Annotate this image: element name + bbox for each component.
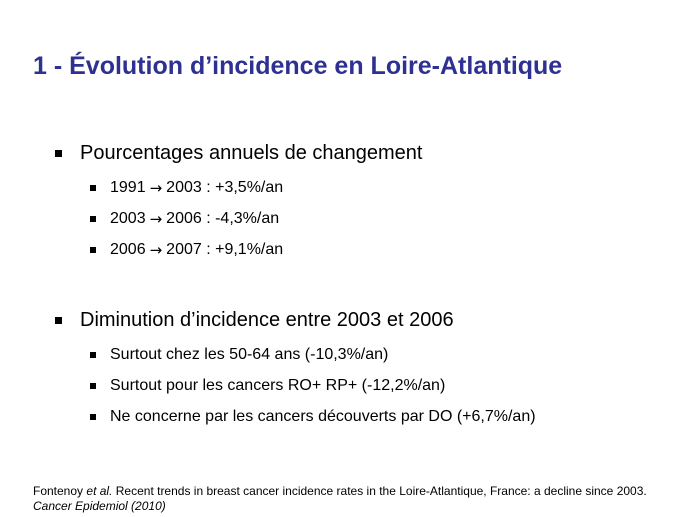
square-bullet-icon (90, 413, 96, 420)
arrow-right-icon: → (149, 209, 163, 228)
slide-title: 1 - Évolution d’incidence en Loire-Atlan… (33, 52, 563, 80)
section-incidence-decrease: Diminution d’incidence entre 2003 et 200… (55, 305, 536, 432)
list-item: Surtout chez les 50-64 ans (-10,3%/an) (90, 339, 536, 370)
list-item: 1991 → 2003 : +3,5%/an (90, 172, 422, 203)
bullet-level1: Pourcentages annuels de changement (55, 138, 422, 168)
reference-author: Fontenoy (33, 484, 84, 498)
period-start: 1991 (110, 178, 146, 196)
list-item: 2003 → 2006 : -4,3%/an (90, 203, 422, 234)
list-item: Ne concerne par les cancers découverts p… (90, 401, 536, 432)
arrow-right-icon: → (149, 178, 163, 197)
bullet-level1: Diminution d’incidence entre 2003 et 200… (55, 305, 536, 335)
period-end-rate: 2007 : +9,1%/an (166, 240, 284, 258)
period-end-rate: 2006 : -4,3%/an (166, 209, 280, 227)
period-start: 2003 (110, 209, 146, 227)
arrow-right-icon: → (149, 240, 163, 259)
square-bullet-icon (90, 184, 96, 191)
reference-etal: et al. (86, 484, 113, 498)
square-bullet-icon (90, 351, 96, 358)
square-bullet-icon (90, 382, 96, 389)
reference-text: Recent trends in breast cancer incidence… (115, 484, 647, 498)
list-item-text: Surtout pour les cancers RO+ RP+ (-12,2%… (110, 376, 446, 394)
square-bullet-icon (90, 215, 96, 222)
period-start: 2006 (110, 240, 146, 258)
square-bullet-icon (55, 316, 62, 324)
section-annual-change: Pourcentages annuels de changement 1991 … (55, 138, 422, 265)
section-heading: Pourcentages annuels de changement (80, 141, 423, 164)
reference-journal: Cancer Epidemiol (2010) (33, 499, 166, 513)
square-bullet-icon (55, 149, 62, 157)
list-item-text: Ne concerne par les cancers découverts p… (110, 407, 536, 425)
square-bullet-icon (90, 246, 96, 253)
list-item: 2006 → 2007 : +9,1%/an (90, 234, 422, 265)
reference-citation: Fontenoy et al. Recent trends in breast … (33, 484, 673, 514)
list-item-text: Surtout chez les 50-64 ans (-10,3%/an) (110, 345, 389, 363)
period-end-rate: 2003 : +3,5%/an (166, 178, 284, 196)
section-heading: Diminution d’incidence entre 2003 et 200… (80, 308, 454, 331)
list-item: Surtout pour les cancers RO+ RP+ (-12,2%… (90, 370, 536, 401)
